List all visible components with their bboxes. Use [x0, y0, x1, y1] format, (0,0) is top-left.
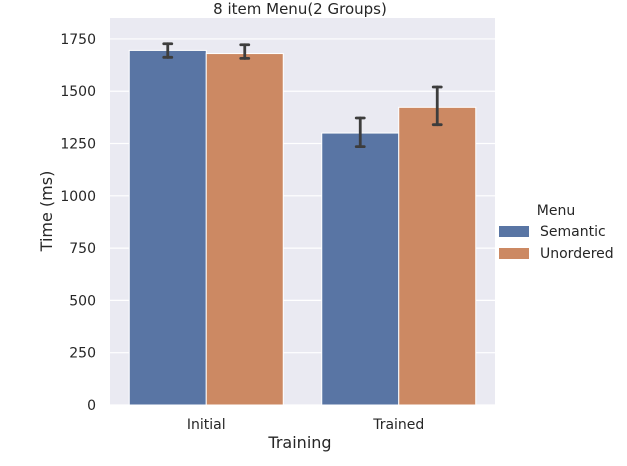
y-tick-label: 500: [69, 293, 96, 309]
y-tick-label: 1000: [60, 189, 96, 205]
x-tick-label: Initial: [187, 417, 226, 433]
legend-swatch-unordered: [499, 248, 529, 259]
y-tick-label: 1500: [60, 84, 96, 100]
x-tick-label: Trained: [372, 417, 424, 433]
x-axis-label: Training: [267, 433, 331, 452]
y-tick-label: 0: [87, 398, 96, 414]
legend: Menu Semantic Unordered: [499, 203, 614, 262]
error-bar-layer: [162, 42, 443, 149]
legend-label-semantic: Semantic: [540, 224, 606, 240]
bar-unordered: [398, 106, 477, 406]
chart-title: 8 item Menu(2 Groups): [213, 0, 387, 18]
legend-swatch-semantic: [499, 226, 529, 237]
tick-label-layer: 0 250 500 750 1000 1250 1500 1750 Initial Trained: [60, 32, 424, 433]
bar-semantic: [128, 49, 207, 406]
y-axis-label: Time (ms): [37, 171, 56, 253]
bar-layer: [128, 49, 477, 406]
bar-unordered: [205, 53, 284, 406]
y-tick-label: 750: [69, 241, 96, 257]
legend-title: Menu: [537, 203, 575, 219]
bar-semantic: [321, 132, 400, 406]
legend-label-unordered: Unordered: [540, 246, 614, 262]
y-tick-label: 1250: [60, 137, 96, 153]
y-tick-label: 250: [69, 346, 96, 362]
y-tick-label: 1750: [60, 32, 96, 48]
